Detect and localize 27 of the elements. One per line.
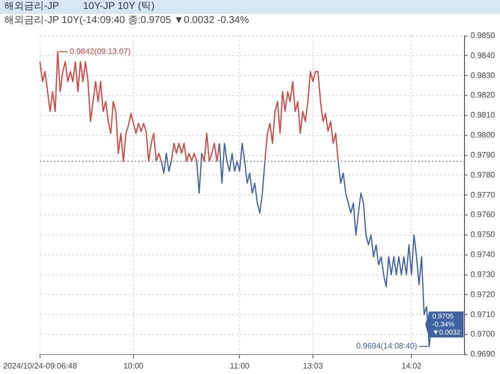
- annotation: 0.9842(09:13:07): [70, 46, 131, 56]
- chart-title: 해외금리-JP: [4, 0, 59, 14]
- y-tick-label: 0.9710: [470, 310, 496, 319]
- x-tick-label: 14:02: [401, 361, 422, 370]
- y-tick-label: 0.9810: [470, 110, 496, 120]
- y-tick-label: 0.9690: [470, 350, 496, 359]
- y-tick-label: 0.9720: [470, 290, 496, 299]
- y-tick-label: 0.9730: [470, 270, 496, 279]
- x-tick-label: 13:03: [302, 361, 324, 370]
- y-tick-label: 0.9780: [470, 170, 496, 180]
- y-tick-label: 0.9840: [470, 50, 496, 60]
- y-tick-label: 0.9800: [470, 130, 496, 140]
- y-tick-label: 0.9700: [470, 330, 496, 339]
- y-tick-label: 0.9820: [470, 90, 496, 100]
- y-tick-label: 0.9790: [470, 150, 496, 160]
- x-tick-label: 11:00: [230, 361, 250, 370]
- text: 해외금리-JP 10Y(-14:09:40 종:0.9705 ▼0.0032 -0.34%: [4, 15, 249, 26]
- annotation: 0.9694(14:08:40): [356, 342, 418, 351]
- y-tick-label: 0.9770: [470, 190, 496, 200]
- x-tick-label: 10:00: [123, 361, 144, 370]
- y-tick-label: 0.9740: [470, 250, 496, 260]
- y-tick-label: 0.9830: [470, 70, 496, 80]
- y-tick-label: 0.9750: [470, 230, 496, 240]
- chart-subtitle: 10Y-JP 10Y (틱): [83, 0, 155, 14]
- y-tick-label: 0.9850: [470, 31, 496, 40]
- x-tick-label: 2024/10/24-09:06:48: [3, 361, 78, 370]
- y-tick-label: 0.9760: [470, 210, 496, 220]
